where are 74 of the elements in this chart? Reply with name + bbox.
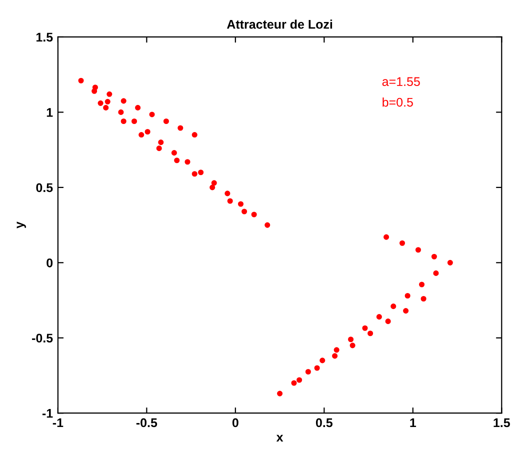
point xyxy=(362,325,368,331)
point xyxy=(104,98,110,104)
point xyxy=(334,347,340,353)
point xyxy=(227,198,233,204)
point xyxy=(320,358,326,364)
annotation: a=1.55 xyxy=(382,77,420,86)
point xyxy=(350,342,356,348)
point xyxy=(368,330,374,336)
point xyxy=(144,128,150,135)
x-tick-label: -1 xyxy=(52,418,64,428)
point xyxy=(163,118,169,124)
y-axis-title: y xyxy=(16,222,26,228)
point xyxy=(78,78,84,84)
y-tick-label: 0.5 xyxy=(36,183,53,192)
y-tick-label: -1 xyxy=(42,409,53,418)
point xyxy=(174,158,180,164)
annotation: b=0.5 xyxy=(382,98,413,107)
chart-title: Attracteur de Lozi xyxy=(226,20,332,29)
point xyxy=(131,118,138,124)
point xyxy=(403,308,409,314)
point xyxy=(431,254,437,260)
x-tick-label: -0.5 xyxy=(136,418,158,428)
point xyxy=(277,390,283,396)
point xyxy=(419,282,425,288)
point xyxy=(210,184,216,190)
point xyxy=(399,240,406,246)
point xyxy=(120,98,126,104)
point xyxy=(385,318,391,324)
y-tick-label: 1 xyxy=(46,108,53,117)
point xyxy=(120,118,126,124)
point xyxy=(192,132,198,138)
point xyxy=(211,180,217,186)
x-tick-label: 0 xyxy=(232,418,238,428)
x-tick-label: 0.5 xyxy=(316,418,333,428)
point xyxy=(332,353,338,359)
point xyxy=(149,112,155,118)
y-tick-label: 1.5 xyxy=(36,32,53,42)
point xyxy=(415,247,422,253)
point xyxy=(224,190,230,196)
point xyxy=(314,365,320,371)
point xyxy=(264,222,270,228)
x-tick-label: 1 xyxy=(410,418,416,428)
point xyxy=(242,208,248,214)
point xyxy=(156,146,162,152)
point xyxy=(291,380,297,386)
point xyxy=(447,260,453,266)
point xyxy=(198,170,204,176)
point xyxy=(158,140,164,146)
point xyxy=(103,104,109,110)
point xyxy=(135,104,141,110)
point xyxy=(178,125,184,131)
y-tick-label: -0.5 xyxy=(32,334,53,343)
point xyxy=(106,91,112,97)
y-tick-label: 0 xyxy=(46,258,53,268)
point xyxy=(404,292,410,299)
point xyxy=(390,304,396,310)
point xyxy=(98,100,104,106)
point xyxy=(376,314,382,320)
x-axis-title: x xyxy=(276,434,284,442)
point xyxy=(118,109,124,115)
x-tick-label: 1.5 xyxy=(494,418,510,428)
point xyxy=(138,132,144,138)
point xyxy=(238,201,244,207)
point xyxy=(251,212,257,218)
point xyxy=(348,336,354,342)
point xyxy=(305,368,311,375)
point xyxy=(433,270,439,276)
point xyxy=(420,296,426,302)
point xyxy=(184,159,190,165)
point xyxy=(92,88,98,94)
point xyxy=(296,377,302,383)
point xyxy=(192,171,198,177)
point xyxy=(384,234,390,240)
point xyxy=(171,150,177,156)
